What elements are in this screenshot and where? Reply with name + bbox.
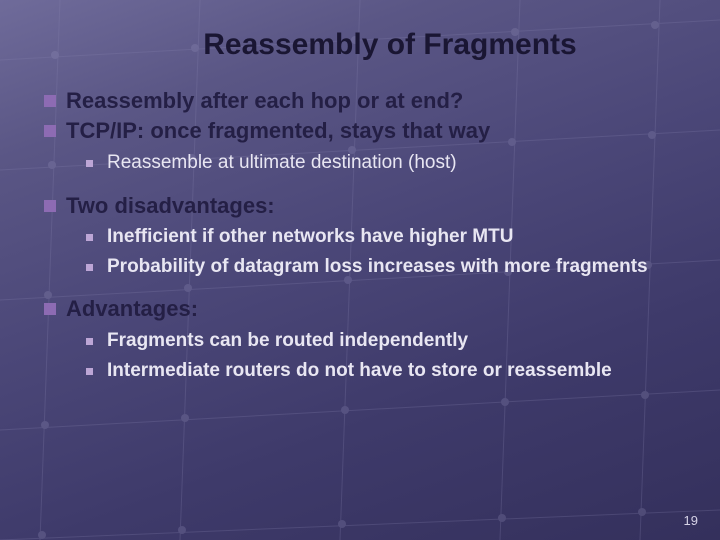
bullet-l2: Inefficient if other networks have highe… <box>86 225 676 249</box>
page-number: 19 <box>684 513 698 528</box>
bullet-l1: TCP/IP: once fragmented, stays that way <box>44 118 676 144</box>
square-bullet-icon <box>86 264 93 271</box>
square-bullet-icon <box>44 95 56 107</box>
bullet-l2: Reassemble at ultimate destination (host… <box>86 151 676 175</box>
bullet-text: Fragments can be routed independently <box>107 329 468 353</box>
square-bullet-icon <box>44 303 56 315</box>
bullet-text: Advantages: <box>66 296 198 322</box>
square-bullet-icon <box>86 338 93 345</box>
bullet-l2: Probability of datagram loss increases w… <box>86 255 676 279</box>
square-bullet-icon <box>86 160 93 167</box>
square-bullet-icon <box>86 234 93 241</box>
slide-title: Reassembly of Fragments <box>104 28 676 62</box>
bullet-l1: Advantages: <box>44 296 676 322</box>
bullet-l1: Reassembly after each hop or at end? <box>44 88 676 114</box>
square-bullet-icon <box>86 368 93 375</box>
bullet-text: Reassemble at ultimate destination (host… <box>107 151 457 175</box>
slide-content: Reassembly of Fragments Reassembly after… <box>0 0 720 382</box>
bullet-text: Inefficient if other networks have highe… <box>107 225 513 249</box>
bullet-text: Two disadvantages: <box>66 193 275 219</box>
bullet-text: Reassembly after each hop or at end? <box>66 88 463 114</box>
bullet-l1: Two disadvantages: <box>44 193 676 219</box>
square-bullet-icon <box>44 200 56 212</box>
bullet-l2: Intermediate routers do not have to stor… <box>86 359 676 383</box>
square-bullet-icon <box>44 125 56 137</box>
bullet-text: TCP/IP: once fragmented, stays that way <box>66 118 490 144</box>
bullet-text: Probability of datagram loss increases w… <box>107 255 648 279</box>
bullet-text: Intermediate routers do not have to stor… <box>107 359 612 383</box>
bullet-l2: Fragments can be routed independently <box>86 329 676 353</box>
